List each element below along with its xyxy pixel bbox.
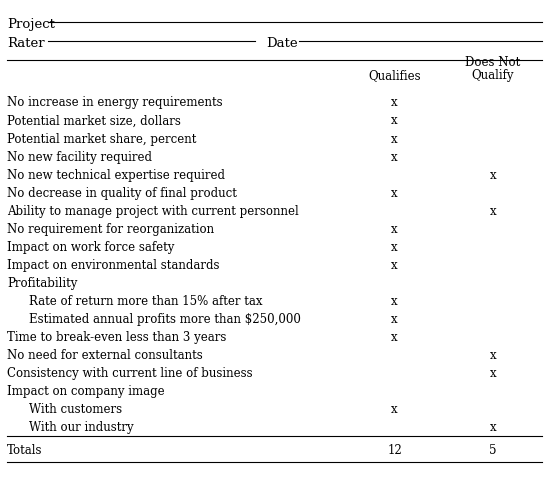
Text: x: x	[490, 349, 496, 362]
Text: 5: 5	[489, 444, 497, 457]
Text: x: x	[490, 205, 496, 218]
Text: Profitability: Profitability	[7, 277, 77, 290]
Text: x: x	[391, 115, 398, 128]
Text: Consistency with current line of business: Consistency with current line of busines…	[7, 367, 253, 380]
Text: Date: Date	[266, 37, 298, 50]
Text: Impact on work force safety: Impact on work force safety	[7, 241, 174, 254]
Text: x: x	[391, 331, 398, 344]
Text: x: x	[391, 241, 398, 254]
Text: x: x	[391, 223, 398, 236]
Text: With our industry: With our industry	[29, 422, 133, 435]
Text: No new facility required: No new facility required	[7, 151, 152, 163]
Text: Totals: Totals	[7, 444, 42, 457]
Text: 12: 12	[387, 444, 402, 457]
Text: Qualify: Qualify	[472, 69, 514, 82]
Text: With customers: With customers	[29, 403, 122, 416]
Text: x: x	[391, 97, 398, 109]
Text: Rater: Rater	[7, 37, 44, 50]
Text: x: x	[391, 313, 398, 326]
Text: No decrease in quality of final product: No decrease in quality of final product	[7, 187, 237, 200]
Text: x: x	[391, 403, 398, 416]
Text: Ability to manage project with current personnel: Ability to manage project with current p…	[7, 205, 299, 218]
Text: Project: Project	[7, 18, 55, 31]
Text: Impact on company image: Impact on company image	[7, 385, 165, 398]
Text: x: x	[391, 295, 398, 308]
Text: No increase in energy requirements: No increase in energy requirements	[7, 97, 222, 109]
Text: No requirement for reorganization: No requirement for reorganization	[7, 223, 214, 236]
Text: Potential market share, percent: Potential market share, percent	[7, 132, 196, 145]
Text: x: x	[490, 169, 496, 182]
Text: Potential market size, dollars: Potential market size, dollars	[7, 115, 181, 128]
Text: Time to break-even less than 3 years: Time to break-even less than 3 years	[7, 331, 226, 344]
Text: x: x	[391, 259, 398, 272]
Text: x: x	[490, 422, 496, 435]
Text: x: x	[391, 151, 398, 163]
Text: Does Not: Does Not	[466, 55, 520, 68]
Text: No need for external consultants: No need for external consultants	[7, 349, 203, 362]
Text: Impact on environmental standards: Impact on environmental standards	[7, 259, 220, 272]
Text: Qualifies: Qualifies	[368, 69, 421, 82]
Text: No new technical expertise required: No new technical expertise required	[7, 169, 225, 182]
Text: x: x	[490, 367, 496, 380]
Text: Estimated annual profits more than $250,000: Estimated annual profits more than $250,…	[29, 313, 300, 326]
Text: Rate of return more than 15% after tax: Rate of return more than 15% after tax	[29, 295, 262, 308]
Text: x: x	[391, 187, 398, 200]
Text: x: x	[391, 132, 398, 145]
